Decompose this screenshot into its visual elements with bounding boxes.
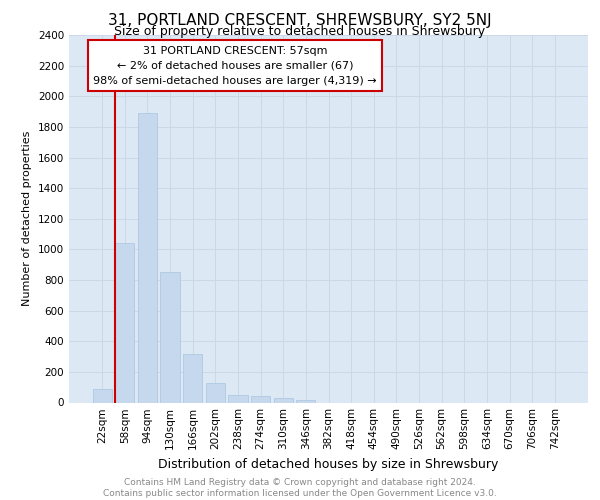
Bar	[92, 388, 112, 402]
Text: Contains HM Land Registry data © Crown copyright and database right 2024.
Contai: Contains HM Land Registry data © Crown c…	[103, 478, 497, 498]
Text: 31 PORTLAND CRESCENT: 57sqm
← 2% of detached houses are smaller (67)
98% of semi: 31 PORTLAND CRESCENT: 57sqm ← 2% of deta…	[93, 46, 377, 86]
Bar	[138, 113, 157, 403]
Bar	[274, 398, 293, 402]
Y-axis label: Number of detached properties: Number of detached properties	[22, 131, 32, 306]
Text: 31, PORTLAND CRESCENT, SHREWSBURY, SY2 5NJ: 31, PORTLAND CRESCENT, SHREWSBURY, SY2 5…	[108, 12, 492, 28]
Bar	[296, 400, 316, 402]
Bar	[160, 272, 180, 402]
Text: Size of property relative to detached houses in Shrewsbury: Size of property relative to detached ho…	[115, 25, 485, 38]
Bar	[251, 396, 270, 402]
Bar	[229, 395, 248, 402]
X-axis label: Distribution of detached houses by size in Shrewsbury: Distribution of detached houses by size …	[158, 458, 499, 471]
Bar	[183, 354, 202, 403]
Bar	[206, 384, 225, 402]
Bar	[115, 244, 134, 402]
